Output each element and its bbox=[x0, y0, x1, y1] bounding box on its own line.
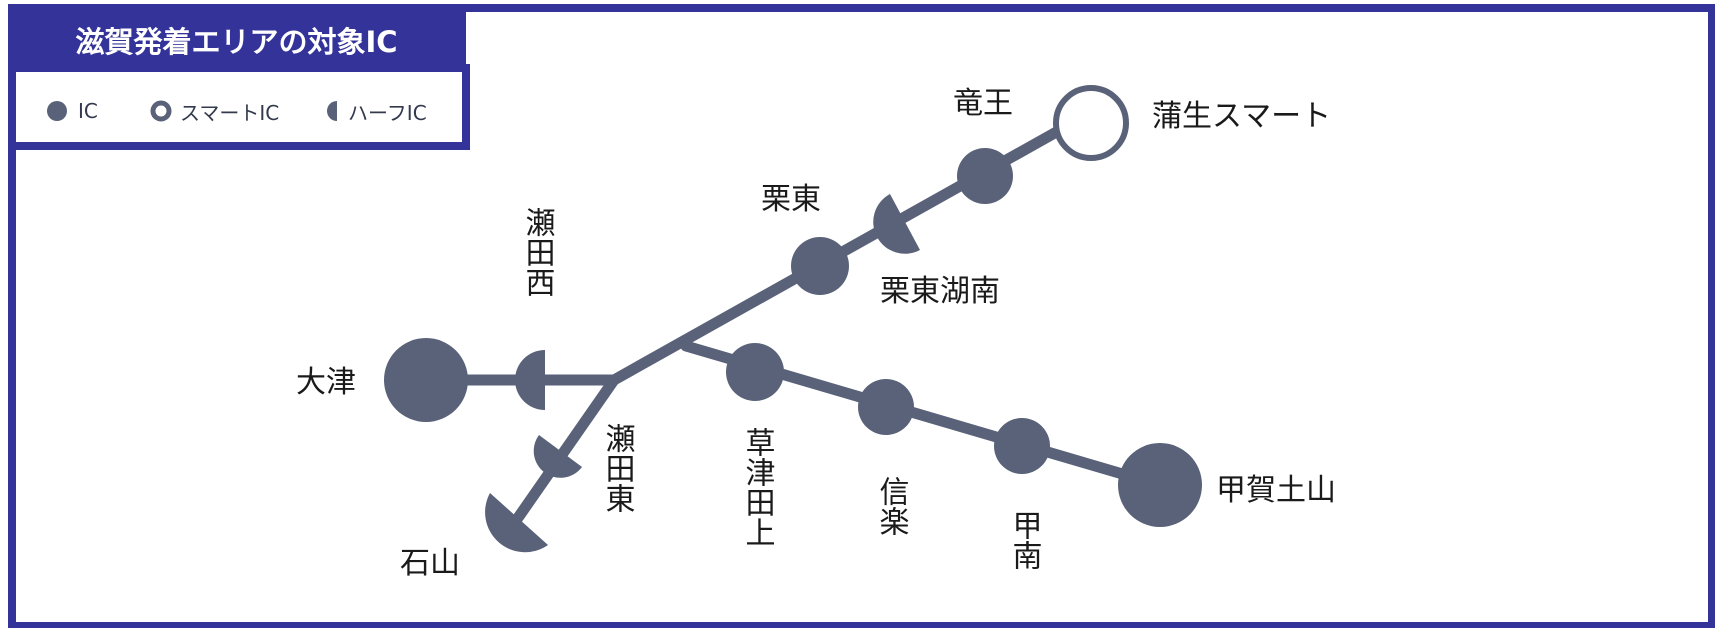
node-seta-higashi bbox=[533, 435, 582, 478]
legend-item-label: IC bbox=[78, 99, 98, 123]
label-ritto-konan: 栗東湖南 bbox=[880, 274, 1000, 309]
legend-half-ic-icon bbox=[327, 101, 337, 121]
legend-items: IC スマートIC ハーフIC bbox=[16, 82, 462, 140]
label-seta-higashi: 瀬田東 bbox=[600, 423, 635, 513]
outer-frame bbox=[8, 4, 1715, 628]
legend-box bbox=[8, 64, 470, 150]
node-gamo-smart bbox=[1053, 85, 1129, 161]
node-kusatsu-tanakami bbox=[726, 343, 784, 401]
label-gamo-smart: 蒲生スマート bbox=[1152, 99, 1331, 134]
legend-smart-ic-icon bbox=[150, 100, 172, 122]
label-ryuo: 竜王 bbox=[953, 86, 1013, 121]
node-ryuo bbox=[957, 148, 1013, 204]
road-ishiyama bbox=[507, 374, 620, 531]
node-ishiyama bbox=[485, 493, 548, 553]
label-ishiyama: 石山 bbox=[400, 546, 460, 581]
label-shigaraki: 信楽 bbox=[874, 476, 910, 536]
legend-ic-icon bbox=[47, 101, 67, 121]
label-seta-nishi: 瀬田西 bbox=[520, 207, 555, 297]
node-otsu bbox=[384, 338, 468, 422]
node-shigaraki bbox=[858, 379, 914, 435]
legend-item-label: ハーフIC bbox=[348, 100, 427, 125]
node-koka-tsuchiyama bbox=[1118, 443, 1202, 527]
legend-item-half-ic: ハーフIC bbox=[348, 82, 427, 140]
legend-header-bg bbox=[8, 4, 466, 72]
label-kusatsu-tanakami: 草津田上 bbox=[740, 427, 775, 547]
legend-item-ic: IC bbox=[78, 82, 98, 140]
nodes bbox=[384, 85, 1202, 553]
label-konan: 甲南 bbox=[1007, 510, 1042, 570]
label-koka-tsuchiyama: 甲賀土山 bbox=[1216, 473, 1336, 508]
node-ritto bbox=[791, 237, 849, 295]
legend-title: 滋賀発着エリアの対象IC bbox=[75, 25, 398, 59]
label-otsu: 大津 bbox=[296, 365, 356, 400]
node-ritto-konan bbox=[873, 194, 920, 254]
legend-item-label: スマートIC bbox=[180, 100, 280, 125]
legend-item-smart-ic: スマートIC bbox=[180, 82, 279, 140]
label-ritto: 栗東 bbox=[761, 182, 821, 217]
node-konan bbox=[994, 418, 1050, 474]
legend-symbols bbox=[47, 100, 337, 122]
node-seta-nishi bbox=[515, 350, 545, 410]
